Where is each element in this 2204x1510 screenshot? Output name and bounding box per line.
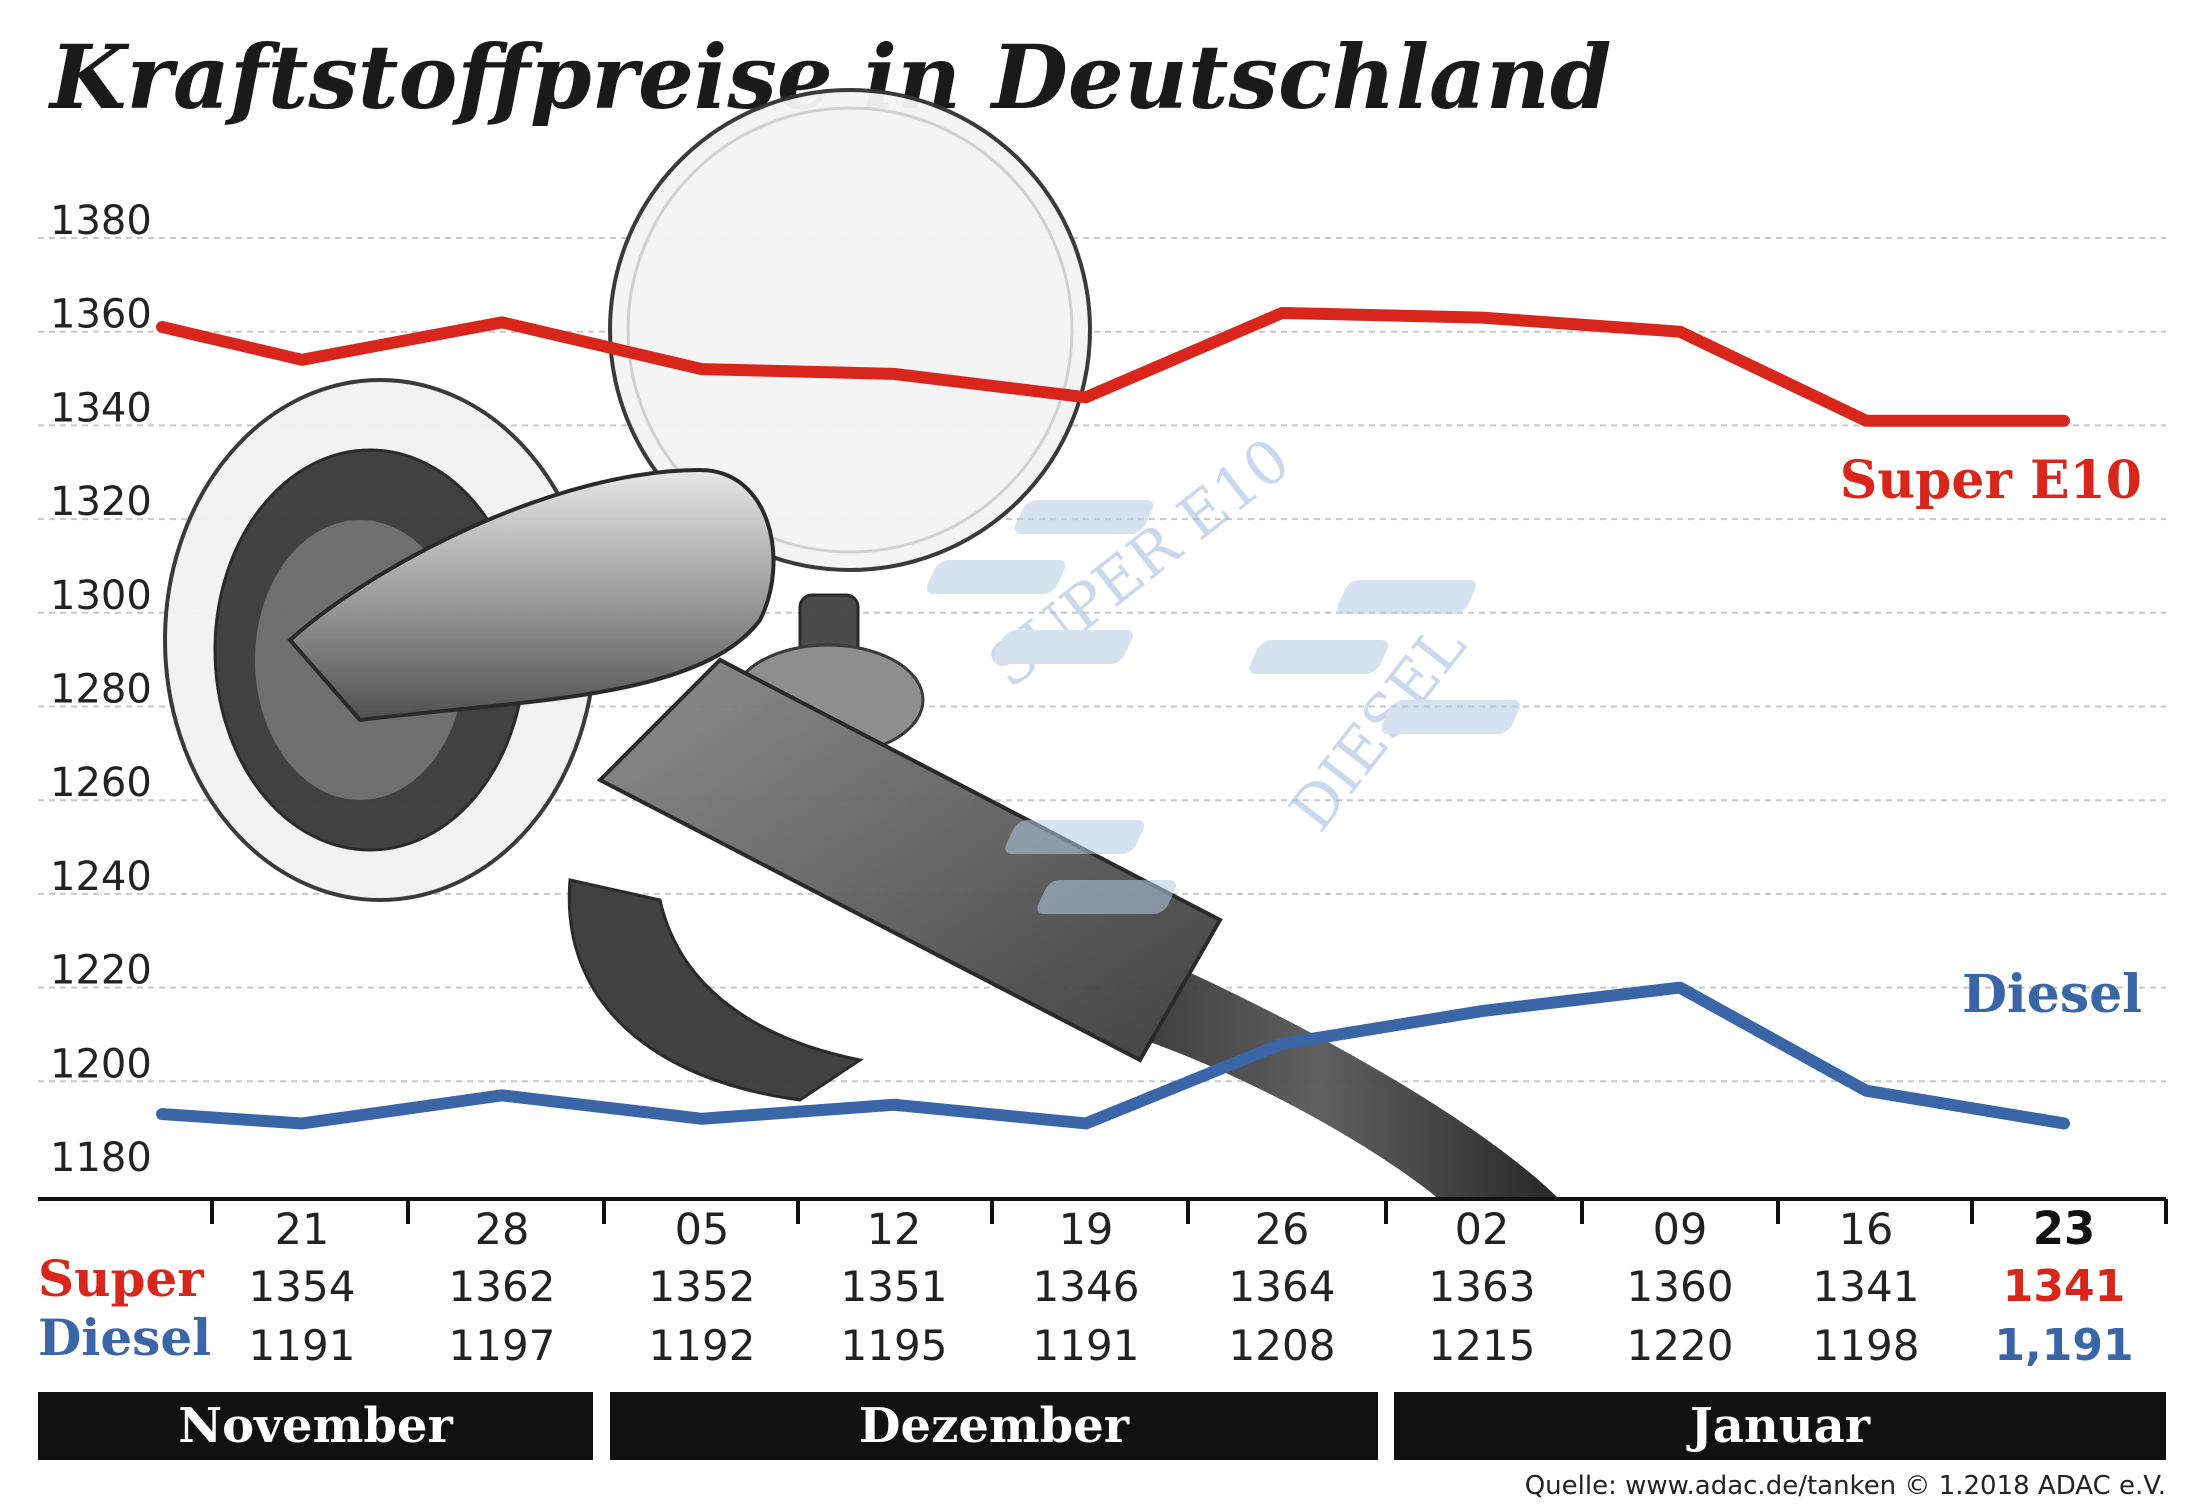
table-cell-diesel: 1192: [649, 1321, 756, 1370]
table-cell-diesel: 1195: [841, 1321, 948, 1370]
y-tick-label: 1260: [50, 760, 152, 806]
month-label: Dezember: [859, 1398, 1130, 1454]
source-note: Quelle: www.adac.de/tanken © 1.2018 ADAC…: [1525, 1471, 2166, 1501]
y-tick-label: 1180: [50, 1135, 152, 1181]
x-tick-label: 02: [1455, 1205, 1510, 1255]
x-tick-label: 16: [1839, 1205, 1894, 1255]
table-cell-super: 1351: [841, 1262, 948, 1311]
table-cell-diesel: 1197: [449, 1321, 556, 1370]
table-cell-super: 1346: [1033, 1262, 1140, 1311]
table-cell-super: 1352: [649, 1262, 756, 1311]
legend-diesel: Diesel: [1962, 964, 2142, 1025]
legend-super-e10: Super E10: [1840, 450, 2142, 511]
table-cell-diesel: 1208: [1229, 1321, 1336, 1370]
table-cell-super: 1354: [249, 1262, 356, 1311]
y-tick-label: 1220: [50, 948, 152, 994]
table-cell-diesel: 1198: [1813, 1321, 1920, 1370]
table-cell-super: 1360: [1627, 1262, 1734, 1311]
x-tick-label: 12: [867, 1205, 922, 1255]
month-bars: November Dezember Januar: [38, 1392, 2166, 1460]
table-cell-diesel: 1,191: [1994, 1320, 2133, 1371]
y-axis-ticks: 1380 1360 1340 1320 1300 1280 1260 1240 1220 1200…: [50, 198, 152, 1181]
y-tick-label: 1340: [50, 385, 152, 431]
x-axis-ticks: 21 28 05 12 19 26 02 09 16 23: [210, 1199, 2168, 1255]
month-label: Januar: [1686, 1398, 1871, 1454]
row-label-super: Super: [38, 1249, 204, 1308]
y-tick-label: 1380: [50, 198, 152, 244]
x-tick-label: 19: [1059, 1205, 1114, 1255]
x-tick-label: 09: [1653, 1205, 1708, 1255]
y-tick-label: 1240: [50, 854, 152, 900]
month-label: November: [178, 1398, 453, 1454]
month-bar: [38, 1392, 593, 1460]
x-tick-label: 23: [2033, 1202, 2096, 1255]
table-cell-diesel: 1191: [249, 1321, 356, 1370]
series-line-super: [156, 306, 2070, 427]
x-tick-label: 28: [475, 1205, 530, 1255]
x-tick-label: 26: [1255, 1205, 1310, 1255]
table-cell-super: 1363: [1429, 1262, 1536, 1311]
price-table: 1354 1362 1352 1351 1346 1364 1363 1360 1341 1341…: [249, 1261, 2134, 1371]
row-label-diesel: Diesel: [38, 1308, 211, 1367]
table-cell-super: 1341: [1813, 1262, 1920, 1311]
series-line-diesel: [156, 981, 2070, 1130]
price-lines: [156, 306, 2070, 1130]
y-tick-label: 1360: [50, 292, 152, 338]
table-cell-diesel: 1220: [1627, 1321, 1734, 1370]
y-tick-label: 1320: [50, 479, 152, 525]
table-cell-diesel: 1191: [1033, 1321, 1140, 1370]
x-tick-label: 21: [275, 1205, 330, 1255]
month-bar: [610, 1392, 1378, 1460]
x-tick-label: 05: [675, 1205, 730, 1255]
table-cell-super: 1362: [449, 1262, 556, 1311]
table-cell-super: 1341: [2003, 1261, 2125, 1312]
table-cell-diesel: 1215: [1429, 1321, 1536, 1370]
y-tick-label: 1300: [50, 573, 152, 619]
month-bar: [1394, 1392, 2166, 1460]
y-tick-label: 1280: [50, 667, 152, 713]
table-cell-super: 1364: [1229, 1262, 1336, 1311]
fuel-nozzle-icon: [163, 88, 1560, 1200]
y-tick-label: 1200: [50, 1041, 152, 1087]
